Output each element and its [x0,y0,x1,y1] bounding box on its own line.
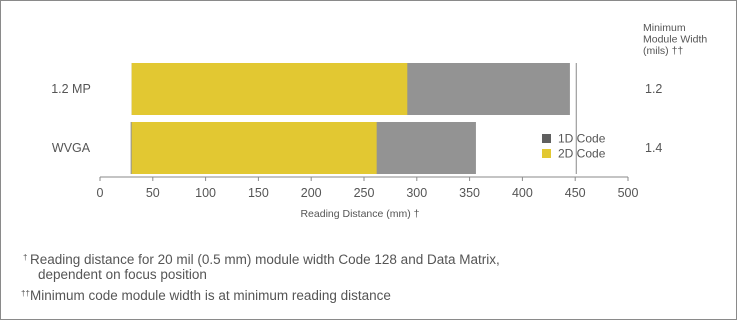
x-tick-label: 0 [97,186,104,200]
x-tick-label: 150 [248,186,269,200]
category-label: WVGA [52,141,91,155]
x-tick-label: 500 [618,186,639,200]
legend-label: 1D Code [558,132,606,146]
x-tick-label: 450 [565,186,586,200]
x-tick-label: 200 [301,186,322,200]
footnote-mark: †† [21,289,30,298]
footnote-reading-distance: † Reading distance for 20 mil (0.5 mm) m… [23,252,630,282]
x-tick-label: 400 [512,186,533,200]
footnote-line: Minimum code module width is at minimum … [30,288,391,303]
footnote-line: Reading distance for 20 mil (0.5 mm) mod… [30,252,500,267]
right-axis-title-line: (mils) †† [643,45,683,57]
x-tick-label: 350 [459,186,480,200]
module-width-value: 1.4 [645,141,662,155]
x-axis-label: Reading Distance (mm) † [300,208,419,220]
footnote-line: dependent on focus position [38,267,207,282]
x-tick-label: 50 [146,186,160,200]
right-axis-title-line: Minimum [643,22,686,34]
x-tick-label: 100 [195,186,216,200]
legend-label: 2D Code [558,147,606,161]
category-label: 1.2 MP [51,82,91,96]
x-tick-label: 250 [354,186,375,200]
bar-2d-code [131,63,408,115]
x-tick-label: 300 [406,186,427,200]
range-bar-chart: 0 50 100 150 200 250 300 350 400 450 500 Reading Di… [51,22,707,220]
right-axis-title-line: Module Width [643,34,707,46]
legend-swatch [542,149,551,158]
legend-swatch [542,134,551,143]
footnote-mark: † [23,253,28,262]
bar-2d-code [131,122,377,174]
footnote-module-width: †† Minimum code module width is at minim… [21,288,630,303]
module-width-value: 1.2 [645,82,662,96]
